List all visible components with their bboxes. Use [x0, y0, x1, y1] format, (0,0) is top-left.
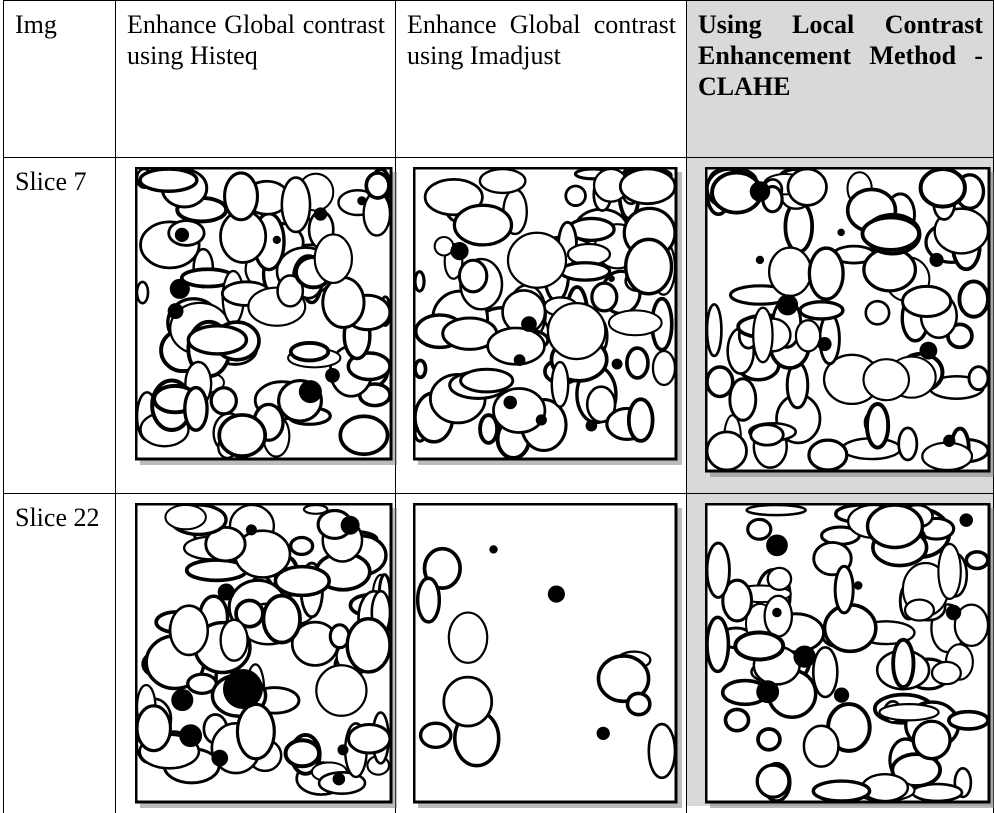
row-label: Slice 7 [3, 157, 115, 494]
header-cell: Img [3, 0, 115, 158]
segmentation-image [705, 167, 994, 477]
segmentation-image [135, 167, 397, 465]
segmentation-image [413, 503, 682, 808]
image-cell [115, 157, 395, 494]
segmentation-image [413, 167, 682, 465]
image-cell [115, 493, 395, 813]
segmentation-image [705, 503, 994, 808]
segmentation-image [135, 503, 397, 808]
header-cell: Enhance Global contrast using Imadjust [395, 0, 686, 158]
header-cell: Enhance Global contrast using Histeq [115, 0, 395, 158]
header-cell: Using Local Contrast Enhancement Method … [686, 0, 994, 158]
row-label: Slice 22 [3, 493, 115, 813]
